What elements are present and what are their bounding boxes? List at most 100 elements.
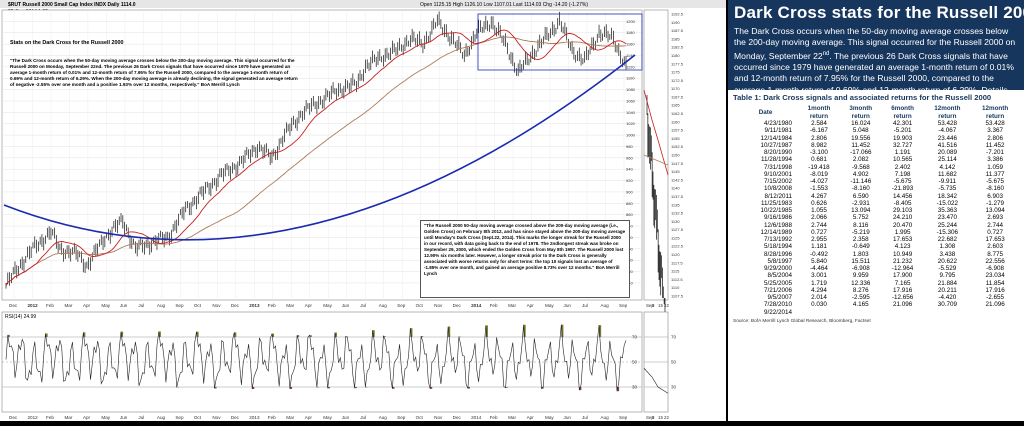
table-cell: 1.803: [840, 251, 882, 258]
table-cell: -4.464: [798, 265, 840, 272]
rsi-x-tick-label: 2012: [27, 415, 38, 420]
table-cell: [924, 309, 972, 316]
x-tick-label: May: [323, 303, 332, 308]
returns-table-block: Table 1: Dark Cross signals and associat…: [728, 90, 1024, 421]
table-cell: 12/14/1984: [733, 135, 798, 142]
rsi-x-tick-label: Jul: [360, 415, 366, 420]
table-cell: -1.553: [798, 185, 840, 192]
table-cell: 7/21/2006: [733, 287, 798, 294]
table-cell: 15.511: [840, 258, 882, 265]
zoom-y-tick: 1110: [671, 285, 680, 290]
table-cell: 20.211: [924, 287, 972, 294]
table-cell: 9.959: [840, 272, 882, 279]
table-cell: -9.911: [924, 178, 972, 185]
zoom-y-tick: 1192.5: [671, 12, 684, 17]
x-tick-label: Dec: [9, 303, 18, 308]
table-cell: 5/18/1994: [733, 243, 798, 250]
rsi-x-tick-label: May: [323, 415, 332, 420]
table-cell: 2.584: [798, 120, 840, 127]
rsi-x-tick-label: Oct: [194, 415, 202, 420]
table-cell: 2.806: [971, 135, 1019, 142]
x-tick-label: Feb: [268, 303, 276, 308]
x-tick-label: 2013: [249, 303, 260, 308]
table-cell: -1.279: [971, 200, 1019, 207]
y-tick-label: 1060: [626, 98, 636, 103]
table-cell: -0.649: [840, 243, 882, 250]
table-cell: -15.022: [924, 200, 972, 207]
table-cell: 7.198: [882, 171, 924, 178]
zoom-y-tick: 1130: [671, 219, 680, 224]
table-cell: -6.908: [971, 265, 1019, 272]
table-cell: 7/28/2010: [733, 301, 798, 308]
stats-heading-text: Stats on the Dark Cross for the Russell …: [10, 40, 310, 52]
x-tick-label: 2012: [27, 303, 38, 308]
rsi-zoom-tick-label: 70: [671, 335, 677, 340]
table-cell: 0.030: [798, 301, 840, 308]
y-tick-label: 1080: [626, 87, 636, 92]
table-cell: 1.995: [882, 229, 924, 236]
table-cell: 12/6/1988: [733, 222, 798, 229]
zoom-x-tick: 15: [658, 303, 663, 308]
table-cell: 2.402: [882, 164, 924, 171]
x-tick-label: Jun: [342, 303, 350, 308]
table-cell: 3.001: [798, 272, 840, 279]
table-cell: 8.276: [840, 287, 882, 294]
zoom-y-tick: 1187.5: [671, 28, 684, 33]
rsi-x-tick-label: Sep: [619, 415, 628, 420]
rsi-x-tick-label: Oct: [416, 415, 424, 420]
table-cell: -8.405: [882, 200, 924, 207]
rsi-tick-label: 30: [632, 385, 638, 390]
rsi-x-tick-label: Dec: [9, 415, 18, 420]
y-tick-label: 860: [626, 212, 633, 217]
y-tick-label: 1100: [626, 76, 635, 81]
table-cell: 1.719: [798, 280, 840, 287]
x-tick-label: Apr: [527, 303, 535, 308]
rsi-x-tick-label: Dec: [453, 415, 462, 420]
table-cell: 16.024: [840, 120, 882, 127]
table-cell: 4.294: [798, 287, 840, 294]
x-tick-label: Jul: [138, 303, 144, 308]
table-row: 9/29/2000-4.464-6.908-12.964-5.529-6.908: [733, 265, 1019, 272]
table-cell: -6.908: [840, 265, 882, 272]
zoom-y-tick: 1152.5: [671, 144, 684, 149]
table-cell: 17.916: [971, 287, 1019, 294]
zoom-y-tick: 1112.5: [671, 277, 683, 282]
zoom-y-tick: 1132.5: [671, 211, 684, 216]
table-cell: 18.342: [924, 193, 972, 200]
zoom-y-tick: 1182.5: [671, 45, 684, 50]
x-tick-label: Jul: [582, 303, 588, 308]
table-cell: 30.709: [924, 301, 972, 308]
table-cell: 5.048: [840, 127, 882, 134]
table-cell: 21.096: [882, 301, 924, 308]
table-cell: 0.681: [798, 156, 840, 163]
table-cell: 17.900: [882, 272, 924, 279]
rsi-x-tick-label: Apr: [305, 415, 313, 420]
rsi-x-tick-label: Jun: [564, 415, 572, 420]
y-tick-label: 1040: [626, 110, 636, 115]
table-cell: 20.470: [882, 222, 924, 229]
table-cell: 12/14/1989: [733, 229, 798, 236]
table-cell: -9.568: [840, 164, 882, 171]
table-cell: 9/11/1981: [733, 127, 798, 134]
table-cell: 4.902: [840, 171, 882, 178]
table-cell: 4.123: [882, 243, 924, 250]
x-tick-label: Aug: [601, 303, 610, 308]
table-cell: [971, 309, 1019, 316]
table-row: 9/22/2014: [733, 309, 1019, 316]
table-cell: -2.931: [840, 200, 882, 207]
table-cell: -21.893: [882, 185, 924, 192]
table-cell: 1.308: [924, 243, 972, 250]
table-cell: 13.094: [971, 207, 1019, 214]
table-cell: 10/8/2008: [733, 185, 798, 192]
rsi-tick-label: 70: [632, 335, 638, 340]
